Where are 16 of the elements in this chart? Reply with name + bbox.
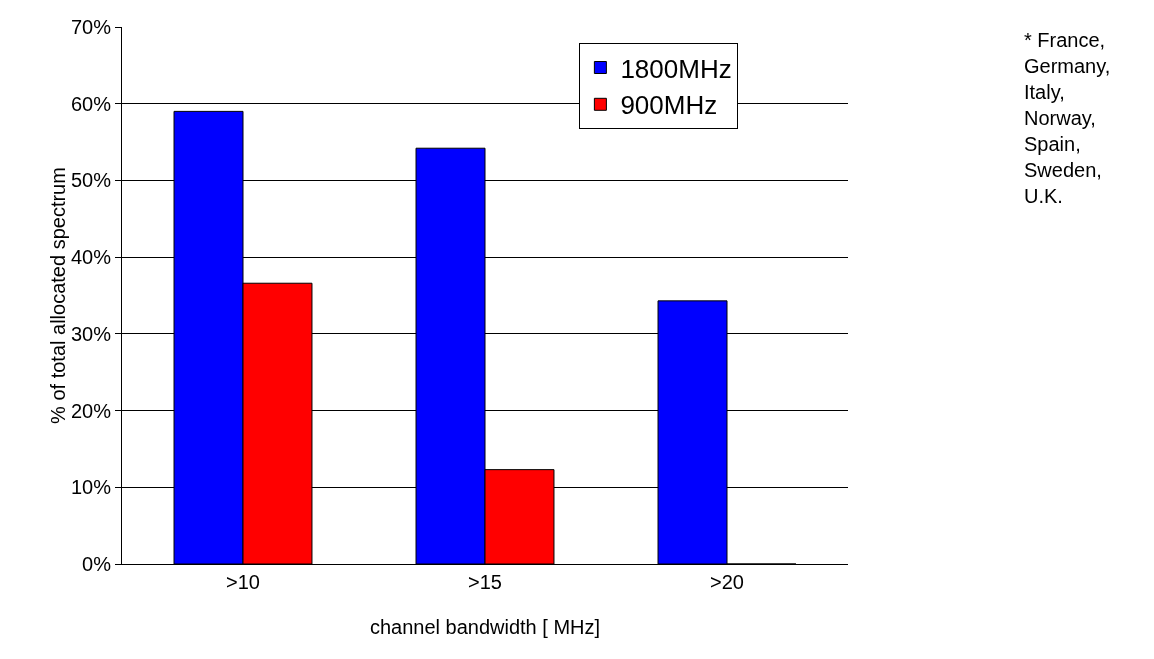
y-tick-label: 40%	[70, 246, 112, 269]
x-axis-title: channel bandwidth [ MHz]	[369, 616, 601, 638]
y-tick-label: 50%	[70, 169, 112, 192]
y-tick-label: 30%	[70, 322, 112, 345]
y-tick-label: 60%	[70, 92, 112, 115]
x-tick-label: >20	[710, 571, 744, 593]
legend-label: 1800MHz	[620, 53, 732, 84]
legend-label: 900MHz	[620, 90, 718, 121]
y-tick-label: 0%	[82, 553, 112, 575]
y-tick-label: 70%	[70, 16, 112, 38]
x-tick-label: >15	[468, 571, 502, 593]
y-tick-label: 10%	[70, 476, 112, 499]
y-tick-label: 20%	[70, 399, 112, 422]
text: * France, Germany, Italy, Norway, Spain, Sweden, U.K.	[1024, 29, 1111, 207]
y-axis-title: % of total allocated spectrum	[46, 167, 69, 424]
x-tick-label: >10	[226, 571, 260, 593]
